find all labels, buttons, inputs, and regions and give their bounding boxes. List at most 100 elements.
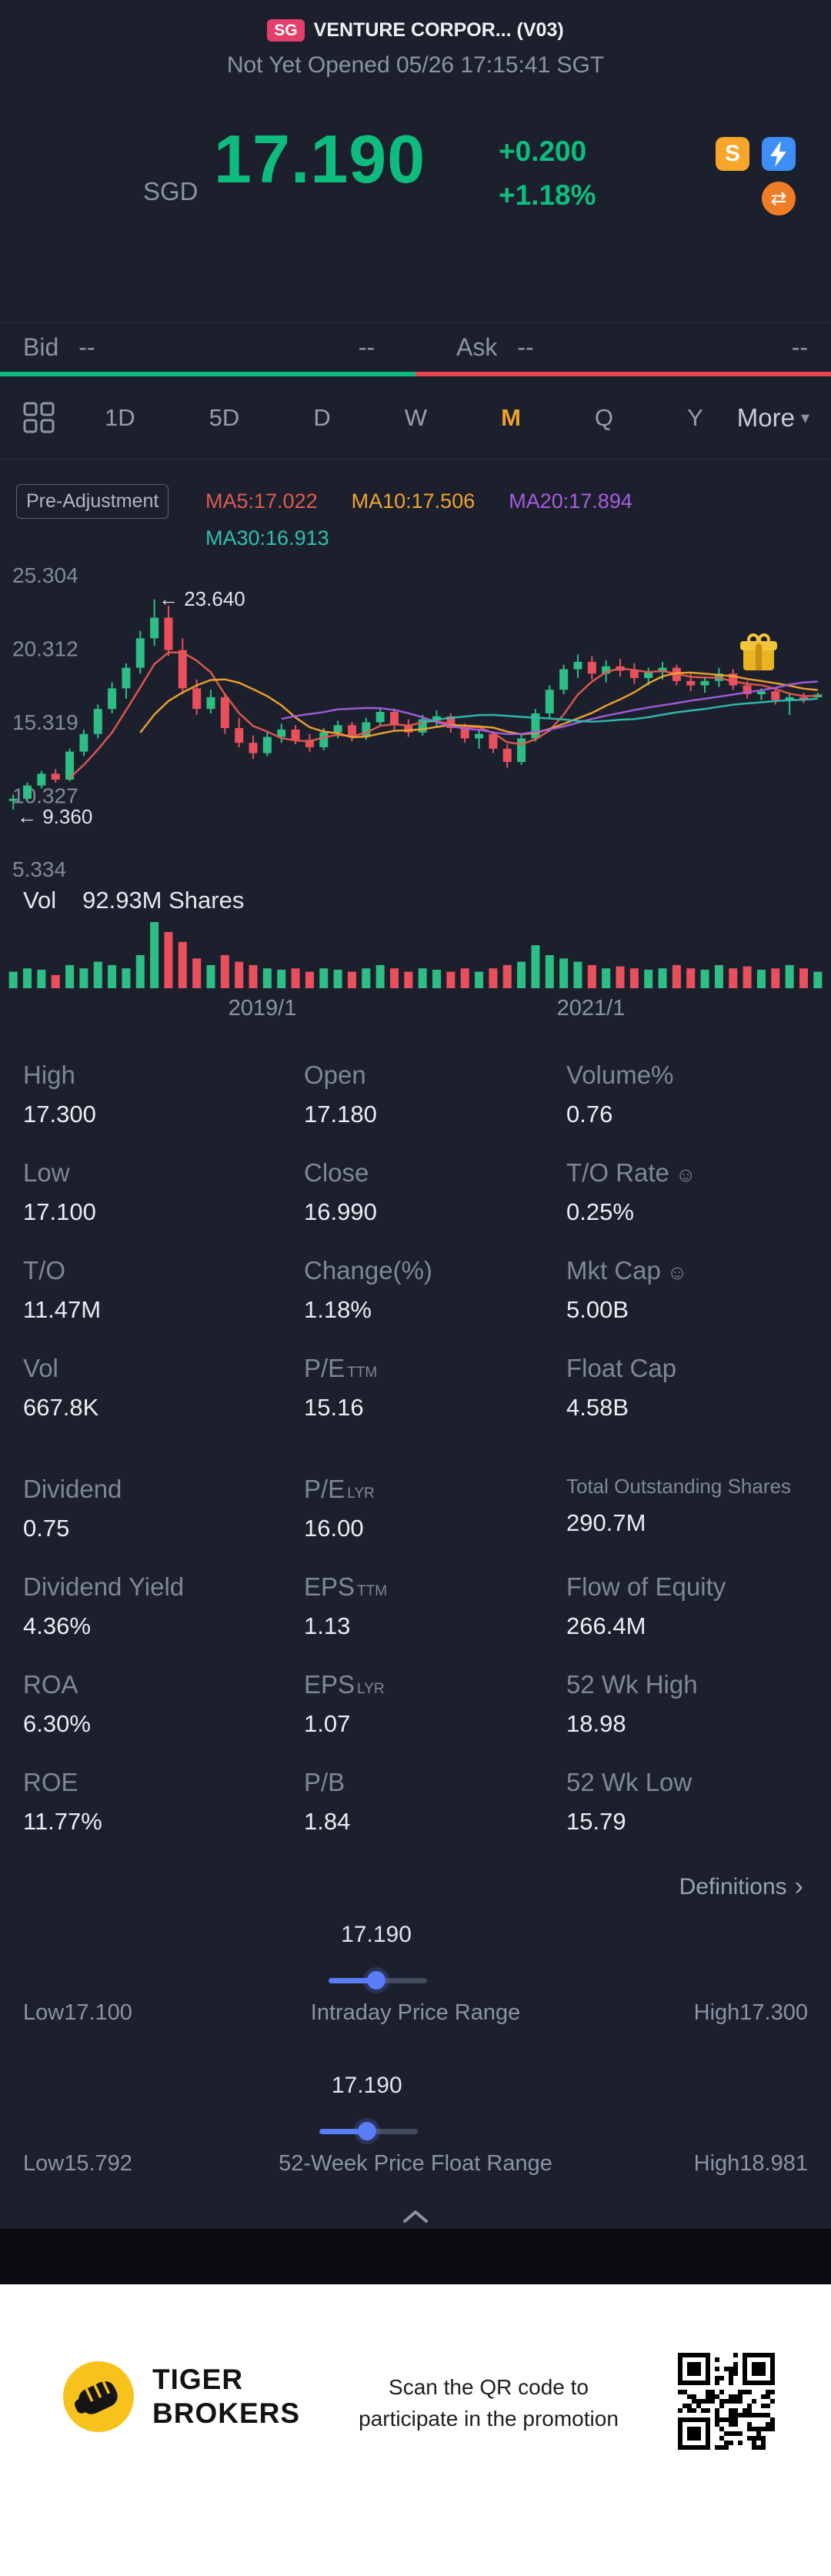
stat-label: ROE [23, 1768, 78, 1796]
stat-label: 52 Wk Low [566, 1768, 692, 1796]
ma-legend: MA5:17.022 MA10:17.506 MA20:17.894 MA30:16… [205, 483, 632, 556]
info-icon[interactable]: ☺ [666, 1261, 688, 1284]
last-price: 17.190 [214, 121, 426, 197]
volume-value: 92.93M Shares [82, 887, 245, 914]
stat-label: Change(%) [304, 1256, 432, 1285]
chart-layout-icon[interactable] [22, 401, 57, 435]
svg-text:15.319: 15.319 [12, 710, 78, 734]
info-icon[interactable]: ☺ [675, 1163, 696, 1186]
collapse-row [0, 2188, 831, 2229]
svg-text:20.312: 20.312 [12, 636, 78, 660]
volume-chart[interactable] [0, 917, 831, 990]
range-fill [319, 2129, 367, 2134]
stat-value: 266.4M [566, 1612, 646, 1639]
stat-eps: EPS TTM 1.13 [304, 1572, 566, 1670]
tab-5d[interactable]: 5D [209, 403, 240, 431]
stat-label: Dividend Yield [23, 1572, 185, 1601]
stat-label: P/B [304, 1768, 345, 1796]
range-low: Low17.100 [23, 2000, 132, 2025]
candlestick-chart[interactable]: 25.304 20.312 15.319 10.327 5.334 ← 23.640 ← 9… [0, 561, 831, 884]
stat-vol: Vol 667.8K [23, 1354, 304, 1452]
promo-text: Scan the QR code to participate in the p… [359, 2375, 619, 2431]
range-name: 52-Week Price Float Range [279, 2151, 552, 2176]
ma-value: MA30:16.913 [205, 526, 329, 550]
exchange-badge: SG [267, 18, 305, 42]
quick-action-icons: S ⇄ [716, 135, 796, 220]
range-current-value: 17.190 [331, 2073, 402, 2098]
header: SG VENTURE CORPOR... (V03) Not Yet Opene… [0, 0, 831, 79]
stat-p-e: P/E LYR 16.00 [304, 1475, 566, 1572]
tab-1d[interactable]: 1D [105, 403, 135, 431]
ask-label: Ask [456, 332, 498, 361]
stat-label: T/O Rate [566, 1158, 669, 1187]
stock-title: VENTURE CORPOR... (V03) [313, 18, 564, 41]
stat-high: High 17.300 [23, 1061, 304, 1158]
range-high: High18.981 [693, 2151, 808, 2176]
stat-label: EPS [304, 1670, 355, 1699]
range-handle[interactable] [367, 1971, 385, 1990]
ma-value: MA10:17.506 [351, 489, 476, 513]
stat-volume-: Volume% 0.76 [566, 1061, 816, 1158]
stat-float-cap: Float Cap 4.58B [566, 1354, 816, 1452]
stat-open: Open 17.180 [304, 1061, 566, 1158]
more-dropdown[interactable]: More ▾ [737, 403, 809, 433]
swap-icon[interactable]: ⇄ [762, 182, 796, 216]
chevron-up-icon[interactable] [400, 2208, 431, 2225]
stat-dividend-yield: Dividend Yield 4.36% [23, 1572, 304, 1670]
stat-value: 1.84 [304, 1808, 351, 1835]
x-axis-label: 2019/1 [228, 996, 297, 1021]
stat-value: 667.8K [23, 1394, 99, 1421]
stat-label-superscript: TTM [347, 1365, 378, 1381]
tab-d[interactable]: D [313, 403, 331, 431]
stat-p-e: P/E TTM 15.16 [304, 1354, 566, 1452]
stat-label: Volume% [566, 1061, 674, 1089]
brand-line2: BROKERS [152, 2397, 301, 2429]
stat-value: 16.00 [304, 1515, 364, 1542]
brand-block: TIGER BROKERS [62, 2360, 300, 2434]
lightning-icon[interactable] [762, 137, 796, 171]
chevron-right-icon: › [794, 1872, 803, 1901]
range-rest [368, 2129, 418, 2134]
price-change-pct: +1.18% [499, 179, 596, 212]
stat-value: 16.990 [304, 1198, 377, 1225]
stat-value: 18.98 [566, 1710, 626, 1737]
range-handle[interactable] [357, 2122, 376, 2140]
range-track [0, 1971, 831, 1990]
market-status: Not Yet Opened 05/26 17:15:41 SGT [226, 52, 605, 78]
stat-label: Flow of Equity [566, 1572, 726, 1601]
definitions-label: Definitions [679, 1873, 787, 1899]
stat-value: 17.100 [23, 1198, 96, 1225]
ma-line-20 [281, 680, 818, 736]
stat-label: Close [304, 1158, 369, 1187]
stat-value: 0.25% [566, 1198, 634, 1225]
stat-label: Float Cap [566, 1354, 677, 1382]
tab-m[interactable]: M [501, 403, 521, 431]
qr-code [677, 2352, 776, 2451]
ask-price: -- [517, 332, 534, 361]
range-low: Low15.792 [23, 2151, 132, 2176]
tab-w[interactable]: W [404, 403, 428, 431]
tab-y[interactable]: Y [687, 403, 703, 431]
stat-t-o: T/O 11.47M [23, 1256, 304, 1354]
stat-label: Mkt Cap [566, 1256, 661, 1285]
stat-flow-of-equity: Flow of Equity 266.4M [566, 1572, 816, 1670]
stat-label: T/O [23, 1256, 65, 1285]
stock-detail-page: SG VENTURE CORPOR... (V03) Not Yet Opene… [0, 0, 831, 2229]
definitions-link[interactable]: Definitions › [679, 1872, 803, 1902]
brand-line1: TIGER [152, 2364, 244, 2396]
pre-adjustment-button[interactable]: Pre-Adjustment [16, 484, 169, 519]
bid-ask-bar: Bid -- -- Ask -- -- [0, 322, 831, 376]
bid-label: Bid [23, 332, 59, 361]
s-badge-icon[interactable]: S [716, 137, 749, 171]
stat-close: Close 16.990 [304, 1158, 566, 1256]
tab-q[interactable]: Q [594, 403, 614, 431]
bid-depth-bar [0, 372, 416, 376]
stat-52-wk-high: 52 Wk High 18.98 [566, 1670, 816, 1768]
ask-size: -- [791, 332, 808, 361]
stat-value: 17.300 [23, 1101, 96, 1128]
stat-change-: Change(%) 1.18% [304, 1256, 566, 1354]
period-tab-bar: 1D 5D D W M Q Y More ▾ [0, 376, 831, 459]
ma-line-30 [422, 697, 818, 723]
stat-label-superscript: TTM [357, 1583, 388, 1599]
promo-footer: TIGER BROKERS Scan the QR code to partic… [0, 2284, 831, 2576]
